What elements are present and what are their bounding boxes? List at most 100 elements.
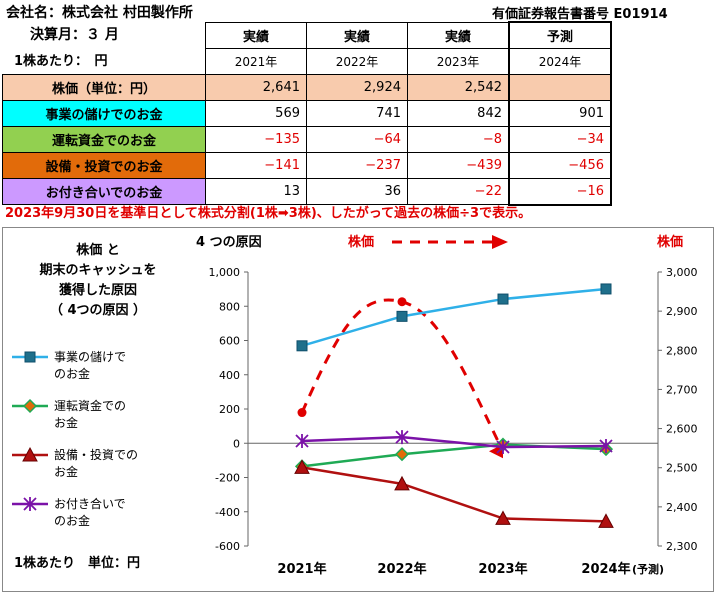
document-number: 有価証券報告書番号 E01914 (492, 7, 668, 22)
legend-label: お金 (54, 464, 78, 479)
chart-title-line: 獲得した原因 (59, 282, 137, 298)
left-tick-label: 200 (219, 403, 240, 416)
company-name: 会社名：株式会社 村田製作所 (6, 5, 193, 21)
right-tick-label: 2,900 (666, 305, 698, 318)
table-cell: −34 (508, 126, 612, 153)
arrow-head (492, 235, 508, 249)
x-tick-label: 2024年 (581, 561, 630, 577)
series-line (301, 466, 607, 523)
legend-marker (24, 351, 36, 363)
row-label: お付き合いでのお金 (2, 178, 206, 205)
series-point (394, 475, 410, 491)
table-cell: 2,924 (306, 74, 408, 101)
legend-label: 設備・投資での (54, 447, 138, 462)
left-tick-label: 0 (233, 437, 240, 450)
col-year-2022: 2022年 (306, 48, 408, 75)
series-line (301, 443, 607, 468)
series-line (301, 435, 607, 449)
table-cell: −456 (508, 152, 612, 179)
table-cell: −16 (508, 178, 612, 206)
series-point (600, 283, 612, 295)
right-axis-title: 株価 (657, 234, 683, 250)
chart-frame (2, 227, 714, 592)
stock-price-line (300, 298, 505, 452)
legend-marker (22, 446, 38, 462)
table-cell: 2,542 (407, 74, 510, 101)
chart-title-line: 期末のキャッシュを (39, 262, 156, 278)
col-year-2023: 2023年 (407, 48, 510, 75)
series-point (296, 340, 308, 352)
table-cell: −141 (205, 152, 307, 179)
left-tick-label: -400 (215, 506, 240, 519)
right-tick-label: 3,000 (666, 266, 698, 279)
table-row: お付き合いでのお金 13 36 −22 −16 (2, 178, 612, 206)
row-label: 株価（単位：円） (2, 74, 206, 101)
series-point (394, 447, 410, 462)
table-row: 株価（単位：円） 2,641 2,924 2,542 (2, 74, 612, 101)
series-point (598, 513, 614, 528)
stock-split-note: 2023年9月30日を基準日として株式分割(1株➡3株)、したがって過去の株価÷… (5, 206, 532, 221)
stock-price-point (397, 297, 407, 307)
x-tick-label: 2023年 (478, 561, 527, 577)
right-tick-label: 2,500 (666, 462, 698, 475)
table-cell: 36 (306, 178, 408, 205)
x-tick-label: 2021年 (277, 561, 326, 577)
row-label: 設備・投資でのお金 (2, 152, 206, 179)
x-tick-label: 2022年 (377, 561, 426, 577)
table-row: 事業の儲けでのお金 569 741 842 901 (2, 100, 612, 127)
right-tick-label: 2,700 (666, 383, 698, 396)
series-point (497, 293, 509, 305)
table-row: 設備・投資でのお金 −141 −237 −439 −456 (2, 152, 612, 179)
legend-label: 事業の儲けで (54, 350, 126, 364)
col-kind-2021: 実績 (205, 21, 307, 49)
series-point (599, 438, 613, 453)
chart-title-line: 株価 と (76, 242, 120, 258)
table-cell (508, 74, 612, 101)
col-year-2021: 2021年 (205, 48, 307, 75)
fiscal-month: 決算月：３ 月 (30, 27, 119, 43)
legend-label: のお金 (54, 513, 90, 528)
legend-marker (23, 497, 37, 511)
legend-label: 運転資金での (54, 398, 126, 413)
per-share-label: 1株あたり： 円 (14, 54, 108, 69)
series-point (294, 459, 310, 474)
legend-label: お付き合いで (54, 496, 126, 511)
legend-label: のお金 (54, 366, 90, 381)
stock-price-point (297, 408, 307, 418)
table-cell: −64 (306, 126, 408, 153)
col-kind-2024: 予測 (508, 21, 612, 49)
right-tick-label: 2,800 (666, 344, 698, 357)
left-tick-label: -200 (215, 472, 240, 485)
right-tick-label: 2,300 (666, 540, 698, 553)
arrow-label: 株価 (348, 234, 374, 250)
legend-marker (22, 398, 38, 414)
left-tick-label: 800 (219, 300, 240, 313)
series-point (496, 440, 510, 455)
left-tick-label: 400 (219, 369, 240, 382)
table-cell: −237 (306, 152, 408, 179)
row-label: 運転資金でのお金 (2, 126, 206, 153)
unit-label: 1株あたり 単位：円 (14, 555, 140, 571)
left-tick-label: 600 (219, 335, 240, 348)
table-cell: −22 (407, 178, 510, 205)
left-tick-label: -600 (215, 540, 240, 553)
right-tick-label: 2,600 (666, 423, 698, 436)
left-axis-title: 4 つの原因 (196, 235, 262, 250)
series-point (495, 510, 511, 525)
table-cell: 741 (306, 100, 408, 127)
financial-table: 実績 実績 実績 予測 2021年 2022年 2023年 2024年 株価（単… (2, 21, 612, 206)
legend-label: お金 (54, 415, 78, 430)
table-row: 運転資金でのお金 −135 −64 −8 −34 (2, 126, 612, 153)
series-point (396, 310, 408, 322)
table-cell: 2,641 (205, 74, 307, 101)
series-point (295, 434, 309, 449)
row-label: 事業の儲けでのお金 (2, 100, 206, 127)
table-cell: 13 (205, 178, 307, 205)
series-line (301, 287, 607, 348)
left-tick-label: 1,000 (209, 266, 241, 279)
table-cell: 569 (205, 100, 307, 127)
forecast-suffix: (予測) (632, 562, 664, 576)
col-kind-2023: 実績 (407, 21, 510, 49)
series-point (395, 430, 409, 445)
